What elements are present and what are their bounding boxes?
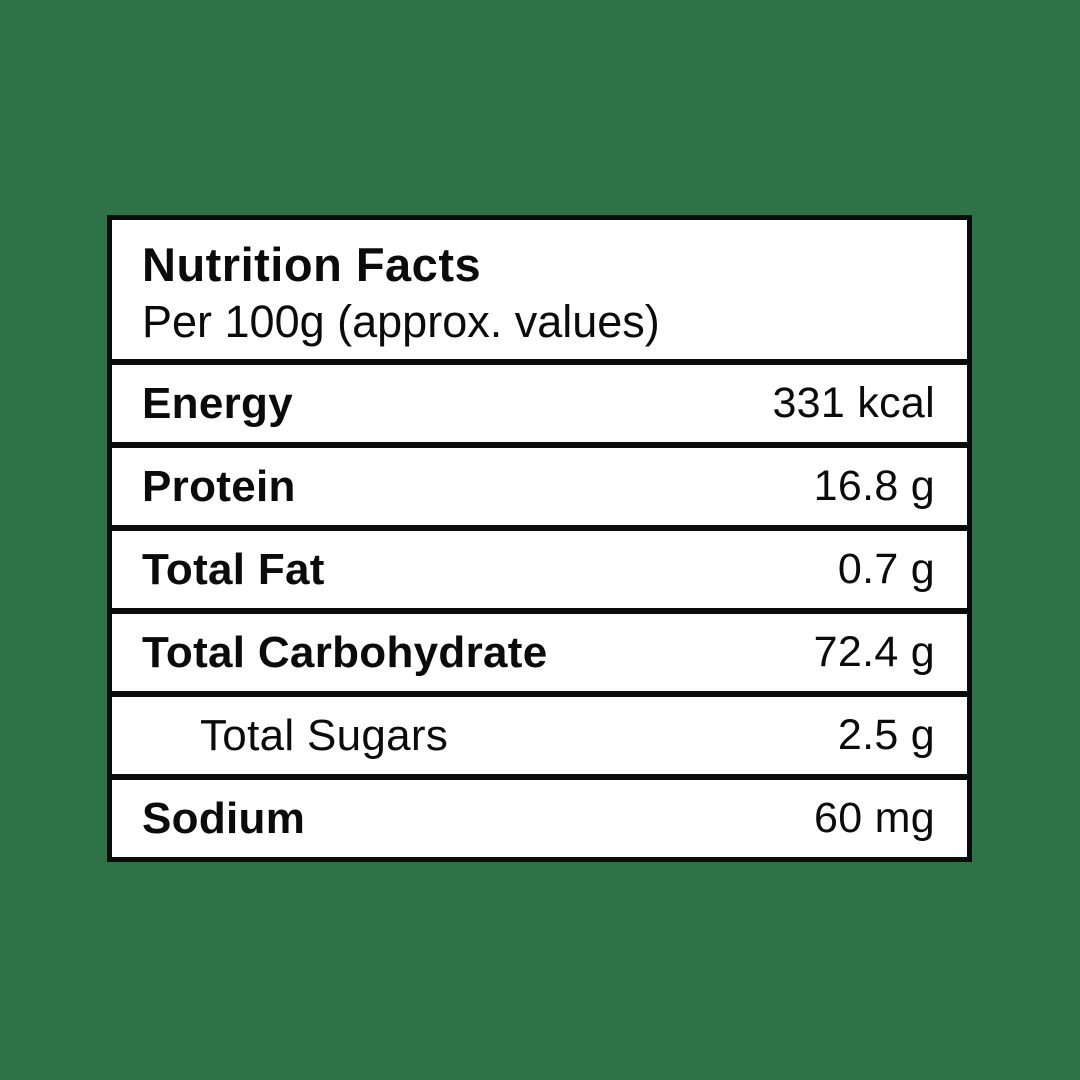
table-row-energy: Energy 331 kcal — [112, 359, 967, 442]
row-value: 16.8 g — [813, 462, 935, 510]
row-label: Protein — [142, 461, 296, 511]
table-row-sodium: Sodium 60 mg — [112, 774, 967, 857]
row-value: 2.5 g — [837, 711, 935, 759]
table-row-total-fat: Total Fat 0.7 g — [112, 525, 967, 608]
row-label: Sodium — [142, 793, 306, 843]
row-label: Total Sugars — [200, 710, 449, 760]
nutrition-facts-card: Nutrition Facts Per 100g (approx. values… — [107, 215, 972, 862]
table-row-protein: Protein 16.8 g — [112, 442, 967, 525]
row-value: 0.7 g — [837, 545, 935, 593]
table-row-total-carbohydrate: Total Carbohydrate 72.4 g — [112, 608, 967, 691]
nutrition-table: Energy 331 kcal Protein 16.8 g Total Fat… — [112, 359, 967, 857]
row-label: Total Fat — [142, 544, 325, 594]
table-row-total-sugars: Total Sugars 2.5 g — [112, 691, 967, 774]
nutrition-facts-title: Nutrition Facts — [142, 237, 482, 291]
row-value: 72.4 g — [813, 628, 935, 676]
serving-size-subtitle: Per 100g (approx. values) — [142, 295, 660, 347]
row-label: Energy — [142, 378, 293, 428]
row-value: 60 mg — [813, 794, 935, 842]
card-header: Nutrition Facts Per 100g (approx. values… — [112, 220, 967, 359]
row-value: 331 kcal — [772, 379, 935, 427]
row-label: Total Carbohydrate — [142, 627, 548, 677]
